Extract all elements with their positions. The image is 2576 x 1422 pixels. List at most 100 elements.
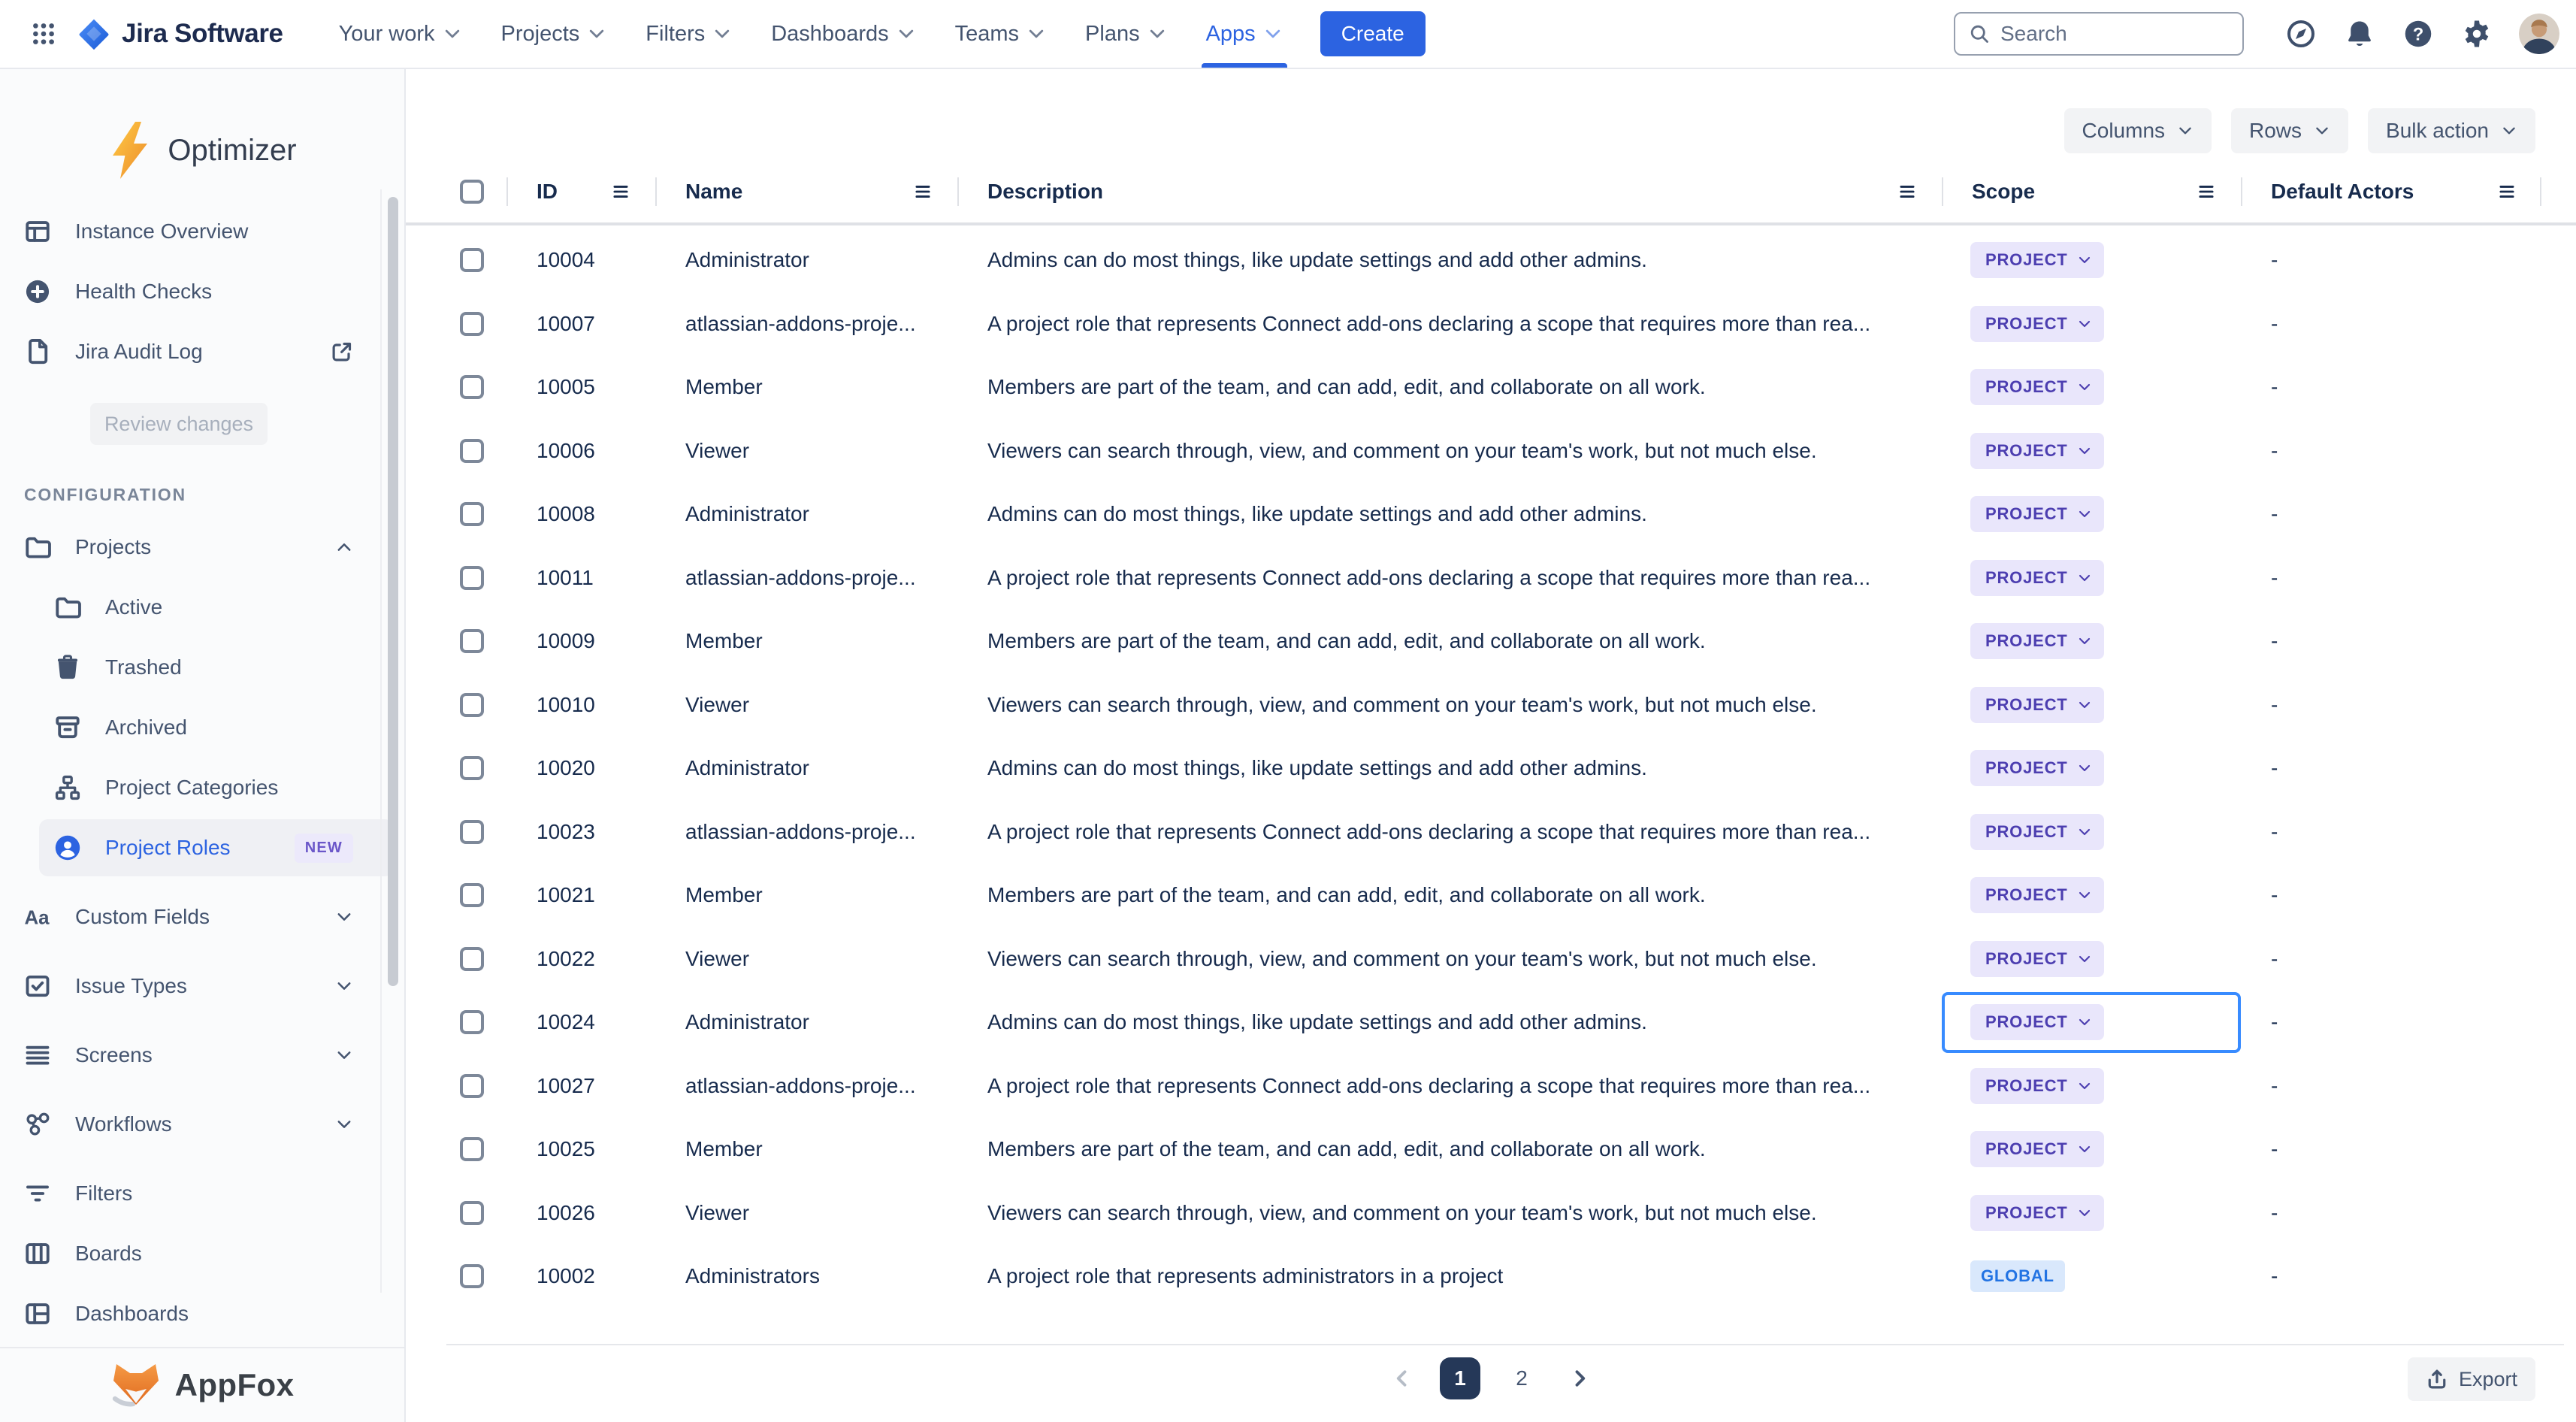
- app-switcher-button[interactable]: [21, 11, 66, 56]
- scope-badge[interactable]: PROJECT: [1970, 242, 2104, 279]
- compass-button[interactable]: [2275, 8, 2327, 59]
- sidebar-item-trashed[interactable]: Trashed: [0, 637, 404, 697]
- scope-badge[interactable]: PROJECT: [1970, 623, 2104, 660]
- sidebar-item-jira-audit-log[interactable]: Jira Audit Log: [0, 322, 404, 382]
- scope-cell: GLOBAL: [1942, 1245, 2241, 1309]
- sidebar-scrollbar-thumb[interactable]: [388, 197, 398, 986]
- scope-cell: PROJECT: [1942, 1054, 2241, 1118]
- review-changes-button[interactable]: Review changes: [90, 403, 268, 445]
- sidebar-item-label: Jira Audit Log: [75, 340, 203, 363]
- row-checkbox[interactable]: [460, 1010, 484, 1035]
- row-checkbox[interactable]: [460, 1073, 484, 1098]
- topnav-item-teams[interactable]: Teams: [939, 0, 1063, 68]
- row-checkbox[interactable]: [460, 756, 484, 781]
- help-button[interactable]: ?: [2393, 8, 2444, 59]
- sidebar-item-workflows[interactable]: Workflows: [0, 1094, 404, 1154]
- scope-badge[interactable]: PROJECT: [1970, 750, 2104, 787]
- sidebar-item-filters[interactable]: Filters: [0, 1163, 404, 1224]
- sidebar-item-boards[interactable]: Boards: [0, 1224, 404, 1284]
- svg-text:?: ?: [2413, 24, 2424, 44]
- table-row: 10004 Administrator Admins can do most thi…: [406, 228, 2576, 292]
- user-avatar[interactable]: [2519, 14, 2559, 54]
- column-menu-icon[interactable]: [612, 183, 630, 201]
- row-checkbox[interactable]: [460, 819, 484, 844]
- search-input[interactable]: [2000, 22, 2229, 46]
- topnav-item-apps[interactable]: Apps: [1190, 0, 1299, 68]
- sidebar-item-archived[interactable]: Archived: [0, 697, 404, 758]
- page-button-2[interactable]: 2: [1501, 1357, 1542, 1399]
- bell-button[interactable]: [2334, 8, 2385, 59]
- row-checkbox[interactable]: [460, 502, 484, 527]
- row-checkbox[interactable]: [460, 438, 484, 463]
- column-header-description: Description: [957, 161, 1942, 222]
- rows-dropdown-button[interactable]: Rows: [2231, 108, 2349, 153]
- topnav-item-plans[interactable]: Plans: [1069, 0, 1184, 68]
- sidebar-item-dashboards[interactable]: Dashboards: [0, 1284, 404, 1344]
- scope-badge[interactable]: PROJECT: [1970, 559, 2104, 596]
- row-scope-cell: PROJECT: [1942, 1054, 2241, 1118]
- scope-badge[interactable]: PROJECT: [1970, 1067, 2104, 1104]
- column-menu-icon[interactable]: [914, 183, 932, 201]
- scope-badge-label: GLOBAL: [1981, 1266, 2054, 1286]
- chevron-down-icon: [2077, 697, 2092, 713]
- row-description: Admins can do most things, like update s…: [987, 756, 1647, 780]
- scope-badge[interactable]: PROJECT: [1970, 686, 2104, 723]
- page-button-1[interactable]: 1: [1440, 1357, 1480, 1399]
- row-checkbox[interactable]: [460, 1264, 484, 1289]
- create-button[interactable]: Create: [1320, 11, 1426, 56]
- scope-badge[interactable]: PROJECT: [1970, 305, 2104, 342]
- next-page-button[interactable]: [1563, 1357, 1596, 1399]
- row-checkbox[interactable]: [460, 1137, 484, 1162]
- row-checkbox[interactable]: [460, 311, 484, 336]
- scope-badge[interactable]: PROJECT: [1970, 1194, 2104, 1231]
- select-all-checkbox[interactable]: [460, 180, 484, 204]
- sidebar-item-screens[interactable]: Screens: [0, 1025, 404, 1085]
- scope-badge[interactable]: PROJECT: [1970, 813, 2104, 850]
- row-spacer: [2541, 292, 2576, 356]
- row-checkbox[interactable]: [460, 565, 484, 590]
- column-menu-icon[interactable]: [2197, 183, 2215, 201]
- topnav-item-your-work[interactable]: Your work: [322, 0, 479, 68]
- topnav-item-projects[interactable]: Projects: [485, 0, 624, 68]
- scope-badge[interactable]: PROJECT: [1970, 940, 2104, 977]
- row-id: 10021: [537, 883, 595, 907]
- export-button[interactable]: Export: [2407, 1357, 2535, 1401]
- row-checkbox[interactable]: [460, 375, 484, 400]
- row-checkbox[interactable]: [460, 883, 484, 908]
- chevron-down-icon: [2077, 634, 2092, 649]
- user-circle-icon: [54, 834, 81, 861]
- row-spacer: [2541, 800, 2576, 864]
- jira-brand[interactable]: Jira Software: [78, 18, 283, 50]
- sidebar-item-custom-fields[interactable]: Aa Custom Fields: [0, 887, 404, 947]
- row-checkbox[interactable]: [460, 692, 484, 717]
- gear-button[interactable]: [2451, 8, 2502, 59]
- columns-dropdown-button[interactable]: Columns: [2064, 108, 2212, 153]
- prev-page-button[interactable]: [1386, 1357, 1419, 1399]
- row-id: 10020: [537, 756, 595, 780]
- row-scope-cell: PROJECT: [1942, 1118, 2241, 1181]
- sidebar-item-active[interactable]: Active: [0, 577, 404, 637]
- column-menu-icon[interactable]: [1898, 183, 1916, 201]
- sidebar-item-project-roles[interactable]: Project Roles NEW: [0, 818, 404, 878]
- row-checkbox[interactable]: [460, 1200, 484, 1225]
- scope-badge[interactable]: PROJECT: [1970, 369, 2104, 406]
- scope-badge[interactable]: PROJECT: [1970, 432, 2104, 469]
- scope-badge[interactable]: PROJECT: [1970, 496, 2104, 533]
- row-checkbox[interactable]: [460, 629, 484, 654]
- sidebar-item-issue-types[interactable]: Issue Types: [0, 956, 404, 1016]
- sidebar-item-instance-overview[interactable]: Instance Overview: [0, 201, 404, 262]
- scope-badge[interactable]: PROJECT: [1970, 877, 2104, 914]
- scope-badge-label: PROJECT: [1985, 631, 2068, 651]
- row-checkbox[interactable]: [460, 946, 484, 971]
- topnav-item-dashboards[interactable]: Dashboards: [754, 0, 932, 68]
- sidebar-item-projects[interactable]: Projects: [0, 517, 404, 577]
- scope-badge[interactable]: PROJECT: [1970, 1131, 2104, 1168]
- bulk-action-dropdown-button[interactable]: Bulk action: [2368, 108, 2535, 153]
- row-scope-cell: GLOBAL: [1942, 1245, 2241, 1309]
- topnav-item-filters[interactable]: Filters: [629, 0, 748, 68]
- scope-badge[interactable]: PROJECT: [1970, 1004, 2104, 1041]
- column-menu-icon[interactable]: [2498, 183, 2516, 201]
- row-checkbox[interactable]: [460, 248, 484, 273]
- sidebar-item-health-checks[interactable]: Health Checks: [0, 262, 404, 322]
- sidebar-item-project-categories[interactable]: Project Categories: [0, 758, 404, 818]
